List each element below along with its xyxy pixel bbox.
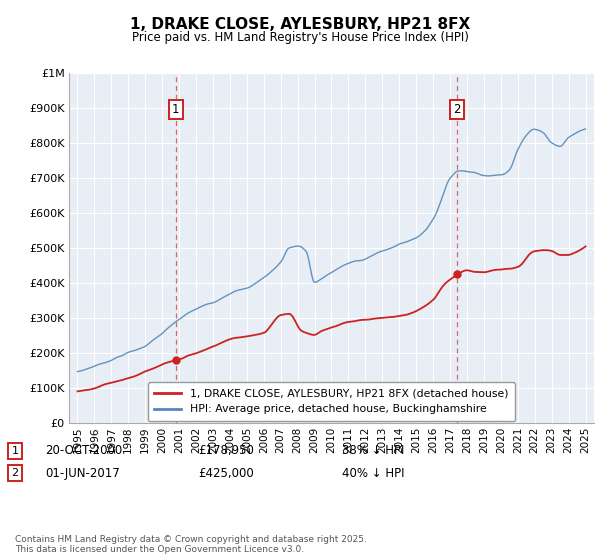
Text: 01-JUN-2017: 01-JUN-2017 (45, 466, 120, 480)
Text: £425,000: £425,000 (198, 466, 254, 480)
Text: £178,950: £178,950 (198, 444, 254, 458)
Text: 38% ↓ HPI: 38% ↓ HPI (342, 444, 404, 458)
Text: 1: 1 (11, 446, 19, 456)
Text: 1: 1 (172, 103, 179, 116)
Text: 1, DRAKE CLOSE, AYLESBURY, HP21 8FX: 1, DRAKE CLOSE, AYLESBURY, HP21 8FX (130, 17, 470, 32)
Text: 20-OCT-2000: 20-OCT-2000 (45, 444, 122, 458)
Text: 2: 2 (454, 103, 461, 116)
Text: Price paid vs. HM Land Registry's House Price Index (HPI): Price paid vs. HM Land Registry's House … (131, 31, 469, 44)
Legend: 1, DRAKE CLOSE, AYLESBURY, HP21 8FX (detached house), HPI: Average price, detach: 1, DRAKE CLOSE, AYLESBURY, HP21 8FX (det… (148, 382, 515, 421)
Text: Contains HM Land Registry data © Crown copyright and database right 2025.
This d: Contains HM Land Registry data © Crown c… (15, 535, 367, 554)
Text: 2: 2 (11, 468, 19, 478)
Text: 40% ↓ HPI: 40% ↓ HPI (342, 466, 404, 480)
